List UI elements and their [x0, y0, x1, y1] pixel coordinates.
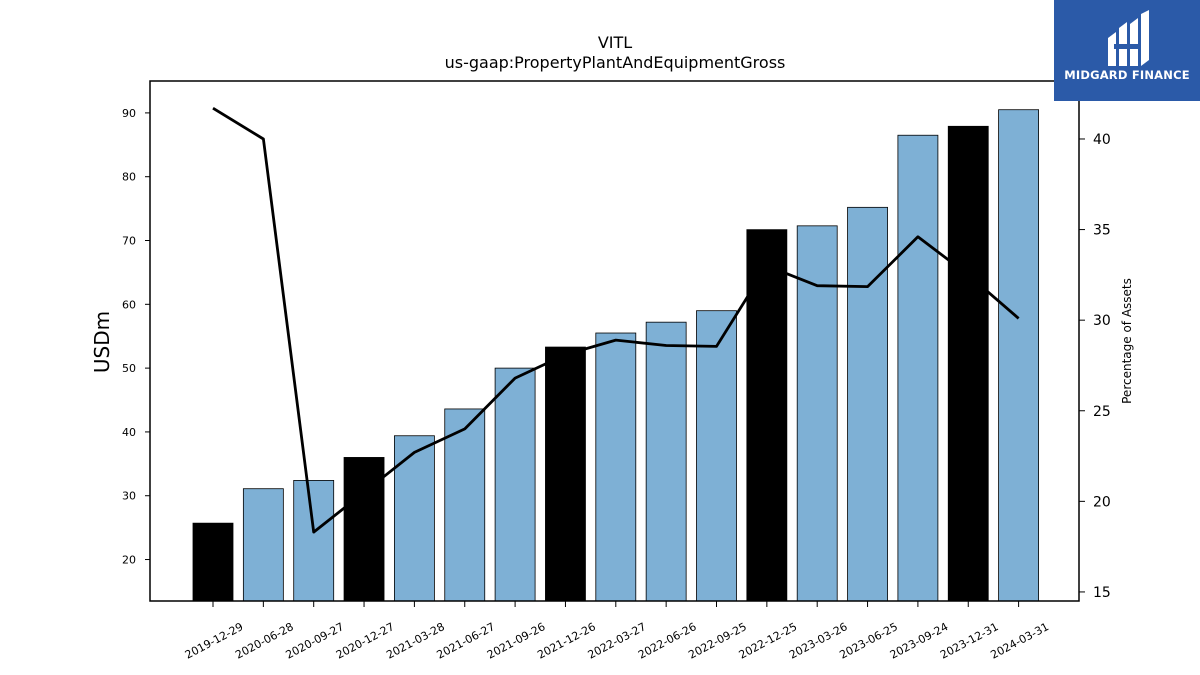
- right-axis: 15 20 25 30 35 40: [1079, 132, 1111, 601]
- y2-tick-label: 20: [1093, 494, 1111, 510]
- bar: [393, 435, 435, 602]
- bar: [696, 310, 737, 602]
- y2-tick-label: 15: [1093, 585, 1111, 601]
- y-tick-label: 90: [122, 107, 136, 120]
- logo-mark-icon: [1108, 10, 1149, 66]
- bars-group: [192, 109, 1039, 602]
- bar: [293, 480, 335, 602]
- bar: [343, 457, 385, 602]
- y-tick-label: 40: [122, 426, 136, 439]
- chart-title: VITL: [597, 33, 633, 52]
- bar: [796, 225, 838, 602]
- bar: [947, 125, 989, 602]
- chart-subtitle: us-gaap:PropertyPlantAndEquipmentGross: [444, 53, 786, 72]
- bar: [897, 134, 939, 602]
- bar: [242, 488, 284, 602]
- y2-tick-label: 25: [1093, 404, 1111, 420]
- bar: [494, 367, 536, 602]
- line-layer: [212, 107, 1020, 534]
- left-axis: 20 30 40 50 60 70 80 90: [122, 107, 150, 567]
- y-tick-label: 70: [122, 235, 136, 248]
- y-tick-label: 30: [122, 490, 136, 503]
- bar: [545, 346, 586, 602]
- y-tick-label: 20: [122, 554, 136, 567]
- y-tick-label: 80: [122, 171, 136, 184]
- logo-text: MIDGARD FINANCE: [1064, 68, 1190, 82]
- y2-tick-label: 40: [1093, 132, 1111, 148]
- bar: [746, 229, 788, 602]
- y-tick-label: 50: [122, 362, 136, 375]
- y-tick-label: 60: [122, 298, 136, 311]
- y2-tick-label: 35: [1093, 223, 1111, 239]
- bar: [998, 109, 1039, 602]
- y-axis-label: USDm: [90, 311, 114, 373]
- bar: [847, 206, 888, 602]
- y2-tick-label: 30: [1093, 313, 1111, 329]
- plot-frame: [149, 80, 1080, 602]
- bar: [595, 332, 637, 602]
- bar: [192, 522, 234, 602]
- brand-logo: MIDGARD FINANCE: [1054, 0, 1200, 101]
- y2-axis-label: Percentage of Assets: [1120, 278, 1134, 404]
- bar: [645, 321, 687, 602]
- x-axis: 2019-12-292020-06-282020-09-272020-12-27…: [183, 601, 1051, 662]
- bar: [444, 408, 486, 602]
